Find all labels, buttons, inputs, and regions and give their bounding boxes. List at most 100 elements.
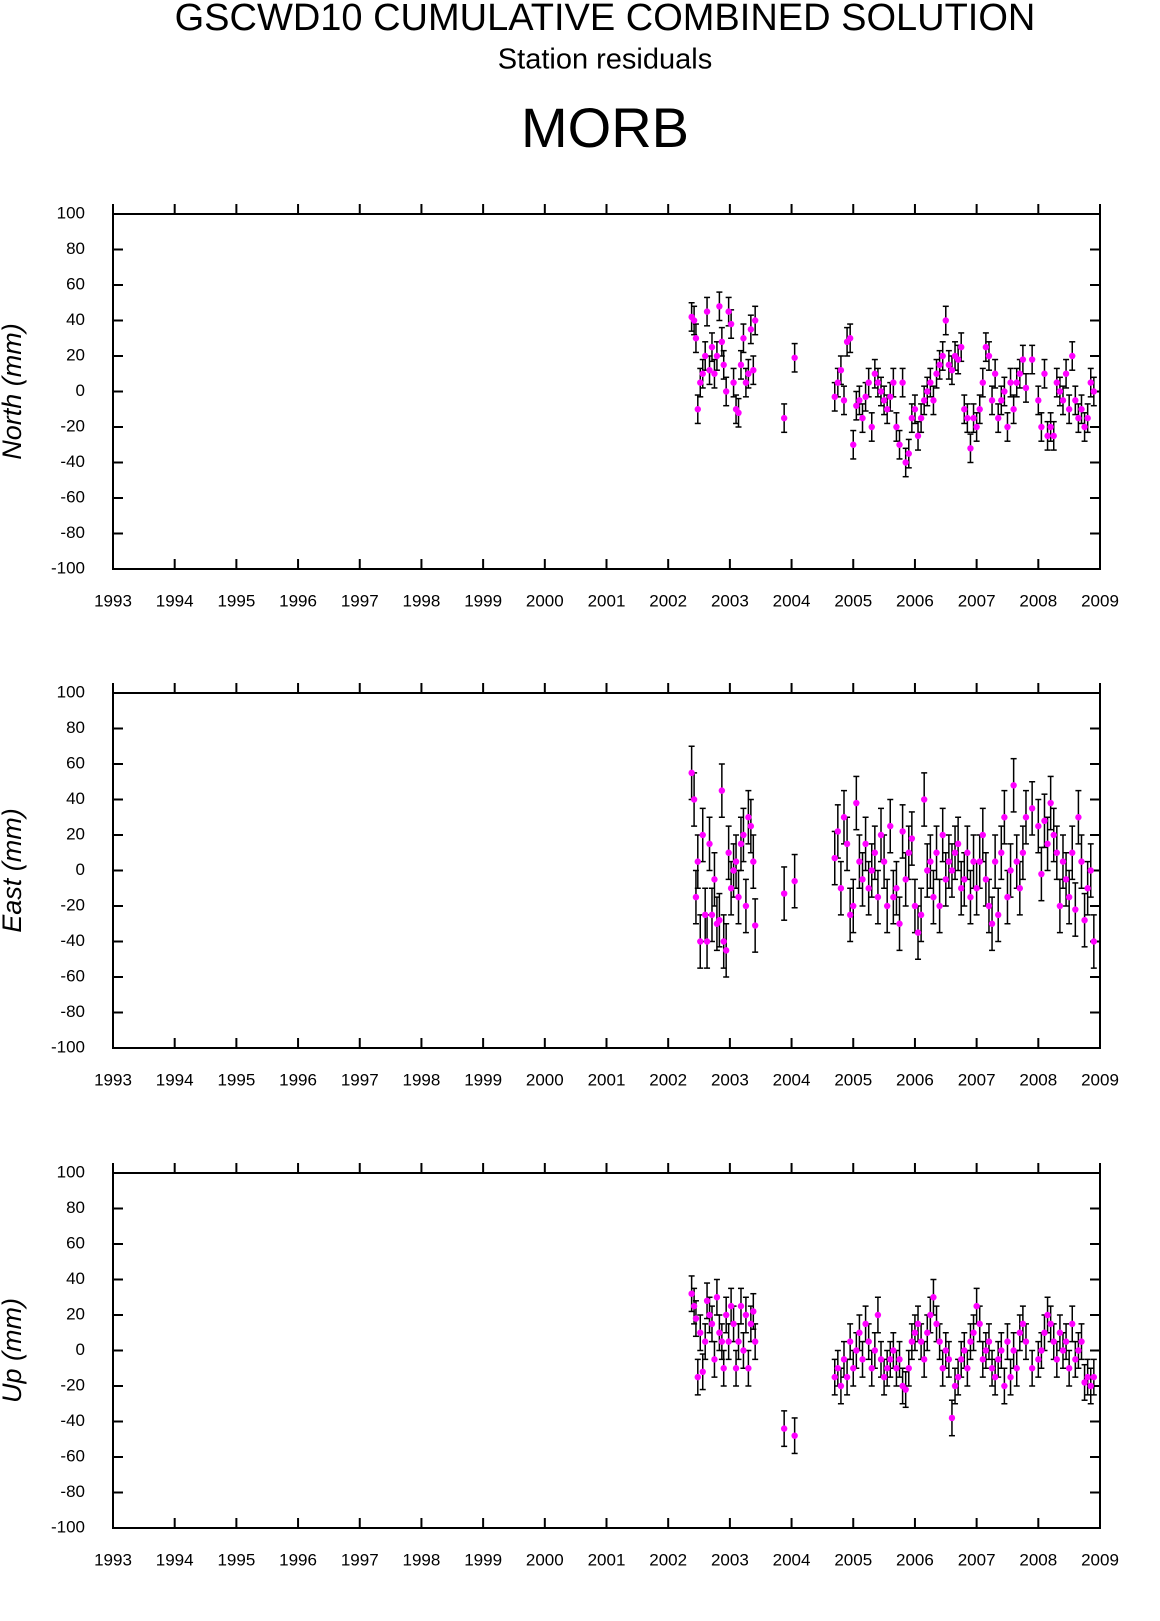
data-point bbox=[742, 902, 750, 910]
x-tick-label: 2000 bbox=[526, 1070, 564, 1089]
data-point bbox=[1013, 379, 1020, 386]
data-point bbox=[1087, 867, 1094, 874]
data-point bbox=[725, 849, 732, 856]
data-point bbox=[1044, 432, 1051, 440]
y-tick-label: 0 bbox=[76, 860, 85, 879]
data-point bbox=[880, 858, 888, 865]
data-point bbox=[865, 379, 872, 386]
data-point bbox=[850, 902, 857, 910]
data-point bbox=[908, 414, 916, 422]
data-point bbox=[1007, 867, 1014, 874]
data-point bbox=[730, 379, 737, 386]
data-point bbox=[1056, 902, 1064, 910]
x-tick-label: 2006 bbox=[896, 1550, 934, 1569]
x-tick-label: 2000 bbox=[526, 591, 564, 610]
data-point bbox=[883, 406, 891, 413]
data-point bbox=[745, 814, 752, 821]
data-point bbox=[1028, 1365, 1036, 1372]
data-point bbox=[725, 1338, 732, 1345]
data-point bbox=[711, 876, 718, 883]
data-point bbox=[711, 370, 718, 377]
data-point bbox=[837, 885, 845, 892]
data-point bbox=[945, 361, 953, 369]
data-point bbox=[732, 858, 740, 865]
subtitle: Station residuals bbox=[498, 44, 712, 76]
data-point bbox=[727, 320, 735, 328]
data-point bbox=[699, 370, 706, 377]
x-tick-label: 2000 bbox=[526, 1550, 564, 1569]
data-point bbox=[1001, 388, 1008, 395]
data-point bbox=[837, 1382, 845, 1390]
data-point bbox=[1044, 1311, 1051, 1319]
data-point bbox=[725, 308, 732, 315]
data-point bbox=[1090, 938, 1098, 945]
data-point bbox=[883, 1365, 891, 1372]
data-point bbox=[730, 867, 737, 874]
data-point bbox=[703, 938, 711, 945]
data-point bbox=[896, 920, 903, 927]
data-point bbox=[865, 1338, 872, 1345]
y-axis-label: East (mm) bbox=[0, 808, 27, 933]
data-point bbox=[708, 1320, 716, 1328]
data-point bbox=[982, 876, 990, 883]
data-point bbox=[737, 840, 745, 848]
data-point bbox=[927, 1311, 934, 1319]
data-point bbox=[1065, 406, 1073, 413]
data-point bbox=[856, 397, 863, 404]
y-tick-label: 40 bbox=[66, 1269, 85, 1288]
y-axis-label: North (mm) bbox=[0, 323, 27, 460]
data-point bbox=[942, 876, 949, 883]
data-point bbox=[905, 849, 912, 856]
data-point bbox=[834, 1365, 842, 1372]
data-point bbox=[920, 1356, 928, 1363]
data-point bbox=[747, 1320, 755, 1328]
data-point bbox=[780, 890, 788, 897]
x-tick-label: 1995 bbox=[217, 1550, 255, 1569]
data-point bbox=[1050, 1338, 1057, 1345]
data-point bbox=[985, 352, 993, 360]
data-point bbox=[1053, 379, 1061, 386]
data-point bbox=[699, 831, 706, 839]
data-point bbox=[1007, 1373, 1014, 1381]
data-point bbox=[1022, 1338, 1030, 1345]
data-point bbox=[1041, 1329, 1048, 1336]
data-point bbox=[780, 1425, 788, 1432]
data-point bbox=[840, 1356, 848, 1363]
x-tick-label: 1994 bbox=[156, 1550, 194, 1569]
data-point bbox=[970, 1329, 977, 1336]
plot-frame bbox=[112, 213, 1101, 570]
data-point bbox=[1016, 1329, 1024, 1336]
x-tick-label: 1998 bbox=[403, 591, 441, 610]
data-point bbox=[998, 397, 1005, 404]
data-point bbox=[1035, 397, 1042, 404]
x-tick-label: 1993 bbox=[94, 1070, 132, 1089]
data-point bbox=[1004, 893, 1011, 901]
data-point bbox=[939, 352, 946, 360]
data-point bbox=[911, 902, 919, 910]
data-point bbox=[722, 947, 730, 954]
data-point bbox=[890, 893, 897, 901]
data-point bbox=[703, 1297, 711, 1305]
title: GSCWD10 CUMULATIVE COMBINED SOLUTION bbox=[175, 0, 1036, 39]
data-point bbox=[1081, 423, 1088, 431]
data-point bbox=[985, 1338, 993, 1345]
y-tick-label: 60 bbox=[66, 274, 85, 293]
x-tick-label: 2009 bbox=[1081, 1070, 1119, 1089]
y-tick-label: 20 bbox=[66, 345, 85, 364]
station-name: MORB bbox=[521, 96, 689, 159]
data-point bbox=[1028, 356, 1036, 363]
data-point bbox=[742, 1311, 750, 1319]
data-point bbox=[982, 1347, 990, 1354]
x-tick-label: 2007 bbox=[958, 591, 996, 610]
data-point bbox=[930, 893, 937, 901]
data-point bbox=[914, 1320, 922, 1328]
data-point bbox=[1010, 782, 1017, 789]
data-point bbox=[850, 441, 857, 448]
data-point bbox=[948, 867, 956, 874]
data-point bbox=[732, 1365, 740, 1372]
y-tick-label: -20 bbox=[60, 895, 85, 914]
data-point bbox=[706, 1311, 713, 1319]
data-point bbox=[1087, 379, 1094, 386]
data-point bbox=[893, 885, 900, 892]
y-tick-label: 20 bbox=[66, 1304, 85, 1323]
